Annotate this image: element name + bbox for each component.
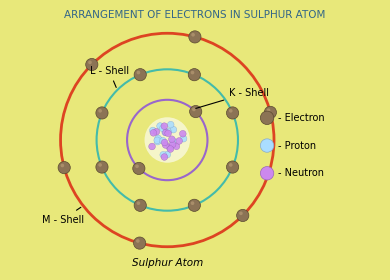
Circle shape	[96, 161, 108, 173]
Circle shape	[60, 164, 64, 167]
Circle shape	[237, 209, 249, 221]
Circle shape	[188, 199, 200, 211]
Circle shape	[136, 71, 140, 74]
Circle shape	[162, 129, 168, 136]
Circle shape	[88, 60, 92, 64]
Circle shape	[227, 107, 239, 119]
Text: ARRANGEMENT OF ELECTRONS IN SULPHUR ATOM: ARRANGEMENT OF ELECTRONS IN SULPHUR ATOM	[64, 10, 326, 20]
Circle shape	[136, 201, 140, 205]
Circle shape	[229, 163, 232, 167]
Circle shape	[135, 164, 139, 168]
Circle shape	[160, 151, 167, 158]
Circle shape	[153, 129, 160, 135]
Circle shape	[157, 123, 163, 129]
Circle shape	[149, 127, 156, 134]
Circle shape	[179, 130, 186, 137]
Circle shape	[150, 130, 157, 136]
Circle shape	[261, 167, 274, 180]
Circle shape	[58, 162, 70, 174]
Circle shape	[155, 135, 161, 142]
Circle shape	[163, 129, 169, 136]
Circle shape	[156, 137, 163, 143]
Circle shape	[261, 111, 274, 125]
Circle shape	[264, 106, 277, 118]
Circle shape	[165, 128, 171, 135]
Circle shape	[191, 71, 194, 74]
Circle shape	[98, 163, 102, 167]
Circle shape	[160, 125, 166, 132]
Text: M - Shell: M - Shell	[42, 207, 84, 225]
Circle shape	[190, 106, 202, 118]
Circle shape	[189, 31, 201, 43]
Circle shape	[192, 108, 196, 111]
Circle shape	[98, 109, 102, 113]
Circle shape	[160, 137, 166, 144]
Circle shape	[164, 151, 171, 158]
Text: - Proton: - Proton	[278, 141, 316, 151]
Circle shape	[188, 69, 200, 81]
Circle shape	[261, 139, 274, 152]
Circle shape	[229, 109, 232, 113]
Circle shape	[191, 33, 195, 37]
Text: - Electron: - Electron	[278, 113, 325, 123]
Circle shape	[169, 141, 176, 148]
Circle shape	[173, 143, 180, 150]
Circle shape	[239, 211, 243, 215]
Circle shape	[145, 117, 190, 163]
Circle shape	[191, 201, 194, 205]
Circle shape	[161, 154, 168, 160]
Circle shape	[96, 107, 108, 119]
Circle shape	[136, 239, 140, 243]
Circle shape	[267, 108, 270, 112]
Circle shape	[133, 162, 145, 174]
Circle shape	[133, 237, 146, 249]
Circle shape	[134, 199, 146, 211]
Circle shape	[161, 123, 168, 129]
Circle shape	[149, 143, 155, 150]
Circle shape	[154, 138, 161, 145]
Circle shape	[134, 69, 146, 81]
Circle shape	[165, 130, 172, 137]
Text: L - Shell: L - Shell	[90, 66, 129, 87]
Circle shape	[180, 135, 187, 142]
Circle shape	[167, 121, 174, 128]
Circle shape	[162, 142, 169, 148]
Circle shape	[176, 137, 183, 144]
Circle shape	[154, 137, 161, 144]
Text: K - Shell: K - Shell	[196, 88, 269, 108]
Text: Sulphur Atom: Sulphur Atom	[132, 258, 203, 267]
Text: - Neutron: - Neutron	[278, 168, 324, 178]
Circle shape	[86, 59, 98, 71]
Circle shape	[167, 144, 173, 151]
Circle shape	[227, 161, 239, 173]
Circle shape	[170, 138, 176, 144]
Circle shape	[161, 139, 168, 146]
Circle shape	[170, 126, 177, 133]
Circle shape	[167, 146, 174, 152]
Circle shape	[168, 136, 175, 143]
